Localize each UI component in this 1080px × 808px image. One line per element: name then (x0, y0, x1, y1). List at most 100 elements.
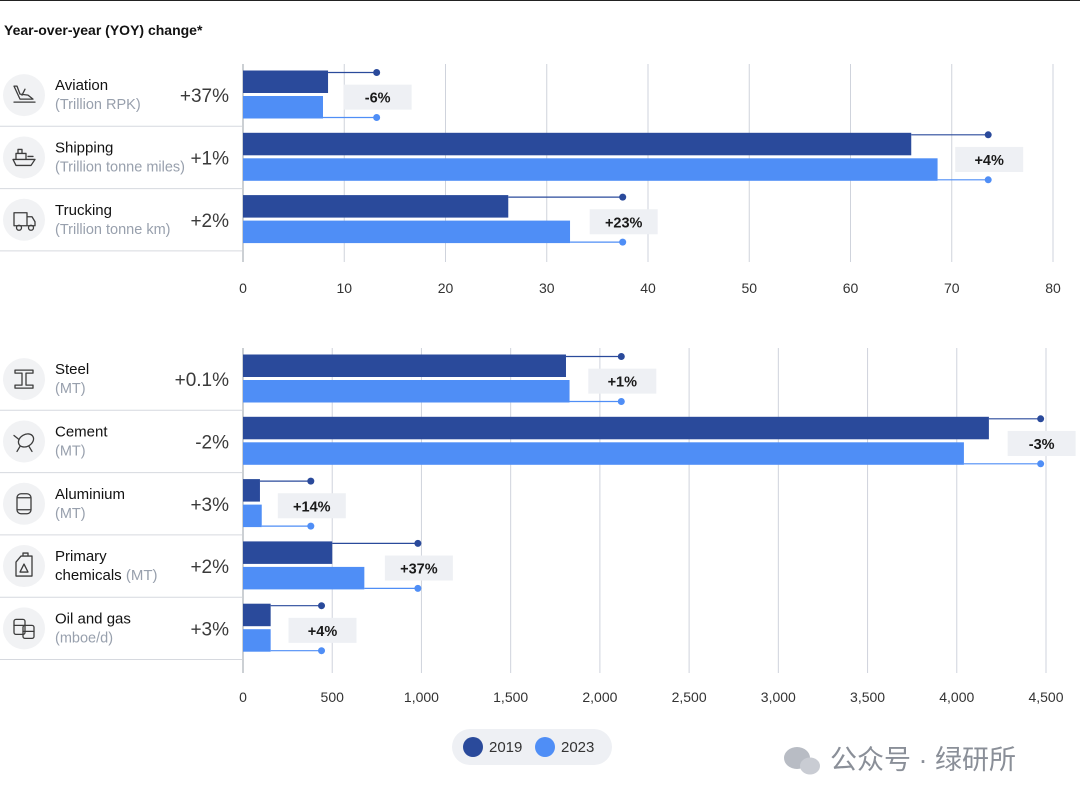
category-label: Aviation (55, 77, 108, 94)
legend-swatch-2019 (463, 737, 483, 757)
yoy-change-label: +37% (180, 86, 229, 107)
marker-dot-2023 (1037, 460, 1045, 468)
oil-barrels-icon (13, 618, 35, 639)
chart-panel-2: 0 500 1,000 1,500 2,000 2,500 3,000 3,500 4,000 4… (0, 348, 1076, 705)
change-badge (343, 84, 412, 110)
icon-badge (3, 198, 45, 241)
x-tick-label: 30 (539, 280, 555, 296)
bar-2019 (243, 132, 912, 156)
x-tick-label: 1,500 (493, 689, 528, 705)
chemical-container-icon (15, 552, 33, 577)
x-tick-label: 1,000 (404, 689, 439, 705)
change-badge-label: -3% (1029, 437, 1055, 453)
marker-dot-2023 (307, 522, 315, 530)
category-unit: (Trillion RPK) (55, 97, 141, 113)
x-tick-label: 70 (944, 280, 960, 296)
bar-2023 (243, 442, 964, 465)
x-tick-label: 0 (239, 280, 247, 296)
bar-2023 (243, 566, 365, 590)
x-tick-label: 2,500 (672, 689, 707, 705)
bar-2019 (243, 603, 271, 627)
bar-2023 (243, 380, 570, 403)
change-badge-label: -6% (365, 91, 391, 107)
marker-dot-2023 (318, 647, 326, 655)
watermark: 公众号 · 绿研所 (784, 745, 1016, 775)
x-tick-label: 10 (336, 280, 352, 296)
category-label: Oil and gas (55, 610, 131, 627)
category-label-line2: chemicals (MT) (55, 567, 158, 584)
chart-panel-1: 0 10 20 30 40 50 60 70 80 Aviation (Trillion RPK) +… (0, 64, 1061, 296)
truck-icon (13, 212, 36, 231)
marker-dot-2023 (414, 584, 422, 592)
change-badge (384, 555, 453, 581)
bar-2023 (243, 220, 571, 244)
marker-dot-2023 (373, 114, 381, 121)
change-badge-label: +23% (605, 215, 643, 231)
x-tick-label: 60 (843, 280, 859, 296)
wechat-icon-bubble (800, 757, 820, 775)
change-badge (589, 209, 658, 235)
change-badge-label: +1% (608, 375, 638, 391)
icon-badge (3, 358, 45, 401)
change-badge-label: +4% (308, 624, 338, 640)
x-tick-label: 4,500 (1028, 689, 1063, 705)
yoy-change-label: -2% (195, 432, 229, 453)
bar-2019 (243, 416, 989, 440)
steel-beam-icon (14, 369, 34, 389)
category-label: Aluminium (55, 486, 125, 503)
bar-2019 (243, 195, 509, 218)
icon-badge (3, 545, 45, 588)
legend: 2019 2023 (452, 729, 612, 765)
x-tick-label: 4,000 (939, 689, 974, 705)
legend-label: 2023 (561, 739, 594, 756)
change-badge (277, 493, 346, 519)
marker-dot-2019 (617, 353, 625, 360)
chart-title: Year-over-year (YOY) change* (4, 22, 203, 38)
icon-badge (3, 420, 45, 463)
bar-2019 (243, 541, 333, 564)
category-unit: (MT) (55, 506, 86, 522)
category-label: Steel (55, 361, 89, 378)
x-tick-label: 20 (438, 280, 454, 296)
marker-dot-2019 (318, 602, 326, 610)
icon-badge (3, 482, 45, 525)
legend-label: 2019 (489, 739, 522, 756)
watermark-text: 公众号 · 绿研所 (830, 745, 1016, 775)
x-tick-label: 80 (1045, 280, 1061, 296)
marker-dot-2023 (984, 176, 992, 184)
bar-2023 (243, 96, 323, 119)
category-label: Cement (55, 423, 108, 440)
cement-mixer-icon (13, 433, 35, 453)
x-tick-label: 40 (640, 280, 656, 296)
yoy-change-label: +2% (190, 211, 229, 232)
marker-dot-2023 (619, 238, 627, 246)
change-badge-label: +4% (974, 153, 1004, 169)
yoy-change-label: +2% (190, 557, 229, 578)
icon-badge (3, 607, 45, 650)
bar-2023 (243, 629, 271, 652)
marker-dot-2019 (414, 539, 422, 547)
change-badge (288, 617, 357, 643)
category-label: Trucking (55, 202, 112, 219)
bar-2023 (243, 504, 262, 528)
x-tick-label: 0 (239, 689, 247, 705)
category-label: Primary (55, 548, 107, 565)
change-badge-label: +37% (400, 562, 438, 578)
x-tick-label: 3,000 (761, 689, 796, 705)
category-unit: (MT) (55, 443, 86, 459)
marker-dot-2023 (617, 398, 625, 405)
marker-dot-2019 (373, 69, 381, 76)
change-badge (1007, 430, 1076, 456)
marker-dot-2019 (984, 131, 992, 139)
yoy-change-label: +3% (190, 619, 229, 640)
category-unit: (Trillion tonne miles) (55, 159, 185, 175)
icon-badge (3, 136, 45, 179)
bar-2019 (243, 479, 260, 502)
bar-2019 (243, 354, 566, 377)
category-unit: (Trillion tonne km) (55, 222, 171, 238)
category-label: Shipping (55, 139, 113, 156)
x-tick-label: 500 (321, 689, 345, 705)
legend-box (452, 729, 612, 765)
bar-2023 (243, 158, 938, 181)
